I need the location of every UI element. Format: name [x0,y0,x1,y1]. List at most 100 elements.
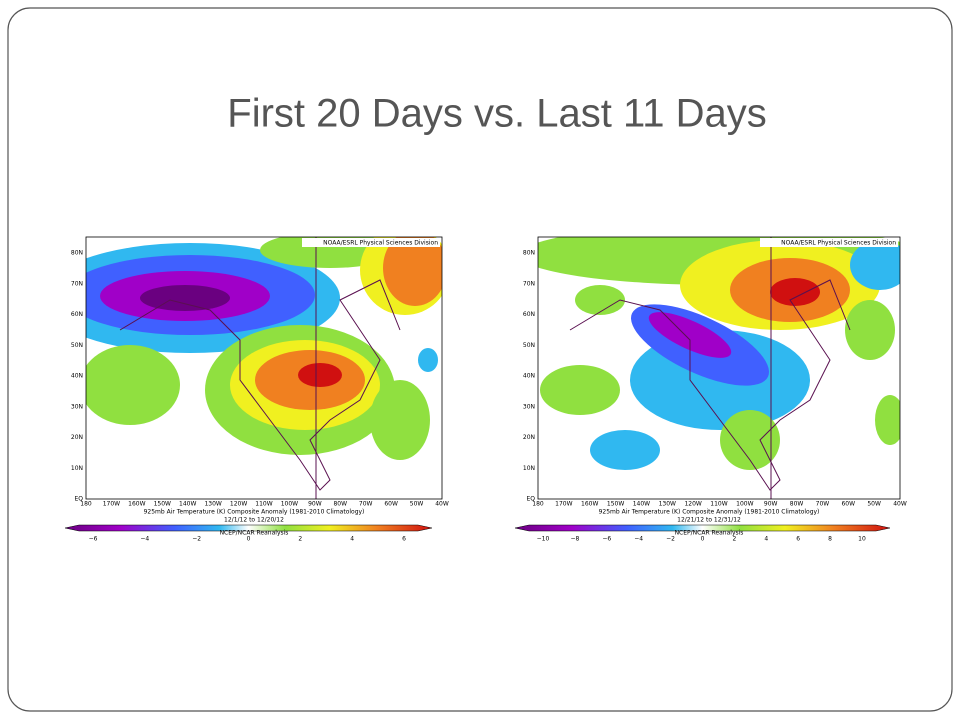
lon-label: 160W [581,501,598,508]
source: NCEP/NCAR Reanalysis [675,530,744,537]
lat-label: 70N [71,280,83,287]
map-frame [85,236,443,500]
lat-label: 50N [523,342,535,349]
lon-label: 80W [333,501,347,508]
anomaly [720,410,780,470]
slide-title: First 20 Days vs. Last 11 Days [227,92,766,136]
lon-label: 70W [816,501,830,508]
lon-label: 170W [103,501,120,508]
map-left: NOAA/ESRL Physical Sciences Division 80N 7… [64,236,449,543]
colorbar-label: −6 [602,536,611,543]
lon-label: 60W [841,501,855,508]
anomaly [383,237,442,306]
lon-label: 120W [684,501,701,508]
lat-label: 20N [71,434,83,441]
lon-label: 180 [80,501,92,508]
colorbar-label: 6 [796,536,800,543]
map-right: NOAA/ESRL Physical Sciences Division 80N 7… [514,236,907,543]
colorbar-label: 4 [350,536,354,543]
lat-label: 60N [523,311,535,318]
anomaly [370,380,430,460]
lon-label: 180 [532,501,544,508]
anomaly [770,278,820,306]
colorbar-label: −4 [140,536,149,543]
anomaly [86,345,180,425]
lat-label: 80N [71,250,83,257]
dates: 12/1/12 to 12/20/12 [224,517,284,524]
anomaly [850,240,900,290]
dates: 12/21/12 to 12/31/12 [677,517,741,524]
lon-label: 100W [281,501,298,508]
lat-label: 40N [71,373,83,380]
lat-label: 10N [71,465,83,472]
lon-label: 170W [555,501,572,508]
lon-label: 90W [764,501,778,508]
anomaly [845,300,895,360]
map-frame [537,236,901,500]
lon-label: 130W [204,501,221,508]
lon-label: 70W [359,501,373,508]
colorbar-label: 6 [402,536,406,543]
anomaly [298,363,342,387]
lon-label: 40W [435,501,449,508]
lat-label: EQ [74,496,83,503]
anomaly [590,430,660,470]
colorbar-label: 8 [828,536,832,543]
lon-label: 130W [659,501,676,508]
colorbar-label: −10 [537,536,550,543]
lat-label: 80N [523,250,535,257]
colorbar-label: −6 [89,536,98,543]
lon-label: 40W [893,501,907,508]
header-box [302,238,440,247]
lon-label: 120W [230,501,247,508]
colorbar-label: 2 [298,536,302,543]
lon-label: 50W [867,501,881,508]
lon-label: 160W [128,501,145,508]
colorbar-label: −4 [634,536,643,543]
lat-label: 20N [523,434,535,441]
lon-label: 150W [607,501,624,508]
lon-label: 140W [179,501,196,508]
colorbar-label: 2 [732,536,736,543]
lat-label: 30N [71,403,83,410]
lon-label: 90W [308,501,322,508]
colorbar-label: 4 [764,536,768,543]
colorbar-label: −8 [570,536,579,543]
slide-border [7,7,953,712]
lat-label: 40N [523,373,535,380]
lon-label: 80W [790,501,804,508]
coastline [569,279,851,491]
lat-label: EQ [526,496,535,503]
lon-label: 110W [710,501,727,508]
colorbar [514,524,891,532]
map-header: NOAA/ESRL Physical Sciences Division [781,240,896,247]
coastline [119,279,401,491]
anomaly [540,365,620,415]
source: NCEP/NCAR Reanalysis [220,530,289,537]
caption: 925mb Air Temperature (K) Composite Anom… [144,509,365,516]
lon-label: 110W [255,501,272,508]
lat-label: 30N [523,403,535,410]
anomaly [140,285,230,311]
lon-label: 140W [633,501,650,508]
lon-label: 150W [154,501,171,508]
header-box [760,238,898,247]
colorbar-label: −2 [192,536,201,543]
lat-label: 70N [523,280,535,287]
lon-label: 100W [736,501,753,508]
anomaly [575,285,625,315]
colorbar-label: 0 [247,536,251,543]
anomaly [418,348,438,372]
colorbar-label: 10 [858,536,866,543]
map-header: NOAA/ESRL Physical Sciences Division [323,240,438,247]
colorbar [64,524,433,532]
lat-label: 60N [71,311,83,318]
lat-label: 50N [71,342,83,349]
anomaly [648,312,732,358]
lon-label: 60W [384,501,398,508]
lat-label: 10N [523,465,535,472]
caption: 925mb Air Temperature (K) Composite Anom… [599,509,820,516]
colorbar-label: 0 [701,536,705,543]
colorbar-label: −2 [666,536,675,543]
